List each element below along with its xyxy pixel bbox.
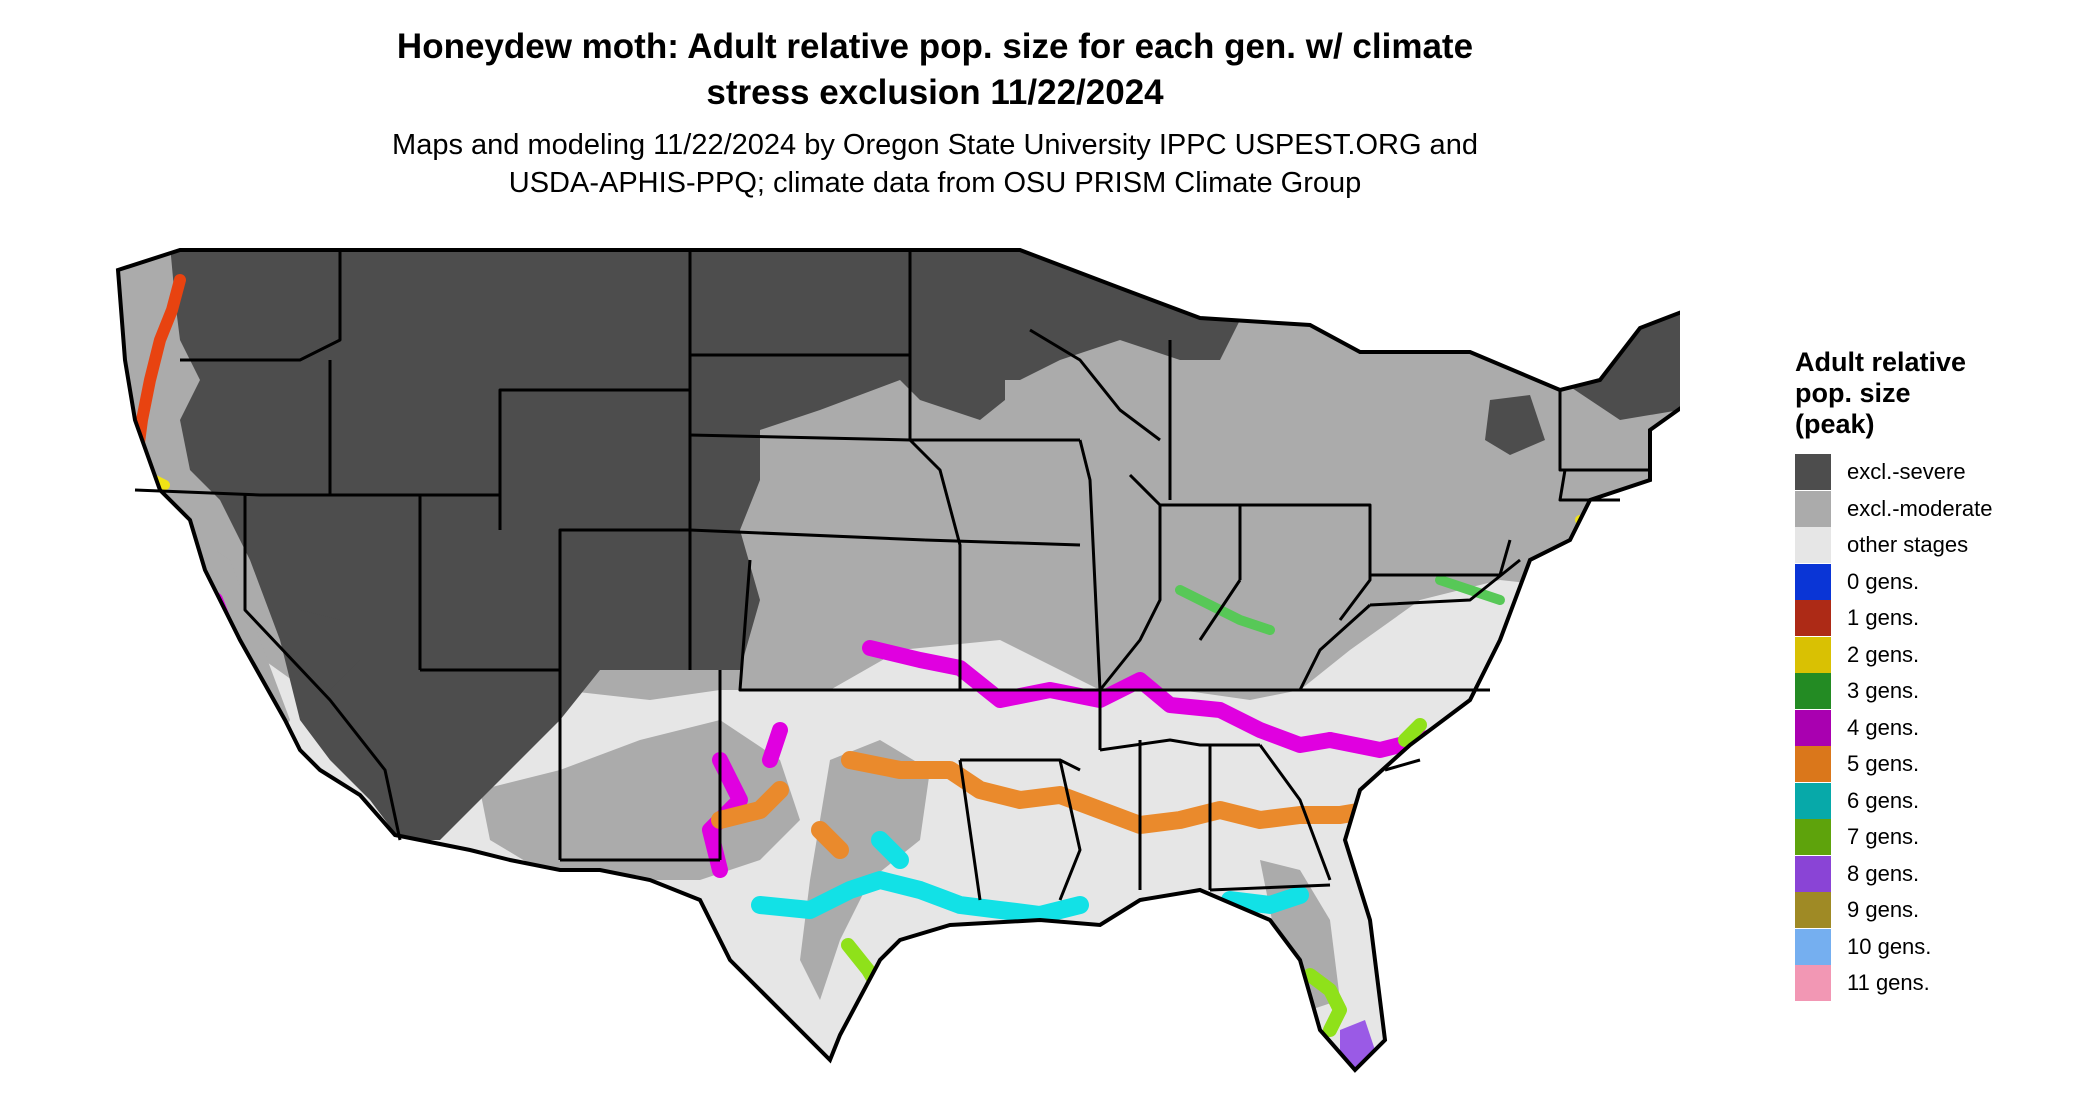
legend-item-8-gens: 8 gens.	[1795, 855, 2085, 893]
legend-label: 11 gens.	[1847, 970, 1930, 995]
legend-label: 4 gens.	[1847, 714, 1920, 740]
generation-band-6-gens-cyan	[751, 831, 1309, 924]
legend-label: 3 gens.	[1847, 678, 1920, 703]
legend-label: 9 gens.	[1847, 897, 1920, 922]
legend-swatch	[1795, 855, 1831, 892]
legend-item-4-gens: 4 gens.	[1795, 709, 2085, 747]
map-subtitle: Maps and modeling 11/22/2024 by Oregon S…	[0, 126, 1870, 202]
state-boundaries	[134, 250, 1650, 901]
map-fill-layers	[118, 250, 1680, 1070]
legend-label: other stages	[1847, 532, 1969, 557]
legend-label: 8 gens.	[1847, 860, 1920, 886]
legend-item-5-gens: 5 gens.	[1795, 746, 2085, 783]
legend-swatch	[1795, 746, 1831, 782]
legend-swatch	[1795, 527, 1831, 563]
legend-title-line-3: (peak)	[1795, 409, 1875, 439]
legend-label: 10 gens.	[1847, 933, 1932, 959]
legend-item-7-gens: 7 gens.	[1795, 819, 2085, 856]
map-title: Honeydew moth: Adult relative pop. size …	[0, 24, 1870, 116]
map-title-line-2: stress exclusion 11/22/2024	[706, 73, 1164, 112]
legend-label: 5 gens.	[1847, 751, 1920, 776]
legend-swatch	[1795, 636, 1831, 673]
legend-title: Adult relative pop. size (peak)	[1795, 347, 2085, 440]
legend-swatch	[1795, 819, 1831, 855]
legend-item-0-gens: 0 gens.	[1795, 563, 2085, 601]
legend-item-other-stages: other stages	[1795, 527, 2085, 564]
legend-label: 1 gens.	[1847, 605, 1920, 630]
legend-item-3-gens: 3 gens.	[1795, 673, 2085, 710]
legend-label: 0 gens.	[1847, 568, 1920, 594]
legend-swatch	[1795, 673, 1831, 709]
legend-item-6-gens: 6 gens.	[1795, 782, 2085, 820]
map-subtitle-line-1: Maps and modeling 11/22/2024 by Oregon S…	[392, 129, 1478, 161]
map-subtitle-line-2: USDA-APHIS-PPQ; climate data from OSU PR…	[508, 167, 1362, 199]
legend-swatch	[1795, 490, 1831, 527]
legend-swatch	[1795, 892, 1831, 928]
legend-item-excl-moderate: excl.-moderate	[1795, 490, 2085, 528]
map-title-line-1: Honeydew moth: Adult relative pop. size …	[396, 27, 1474, 66]
legend-swatch	[1795, 782, 1831, 819]
legend-item-2-gens: 2 gens.	[1795, 636, 2085, 674]
legend-label: excl.-moderate	[1847, 495, 1993, 521]
us-map	[116, 248, 1680, 1072]
legend-swatch	[1795, 928, 1831, 965]
legend-label: 7 gens.	[1847, 824, 1920, 849]
legend-item-11-gens: 11 gens.	[1795, 965, 2085, 1002]
legend-swatch	[1795, 965, 1831, 1001]
legend-label: 6 gens.	[1847, 787, 1920, 813]
legend-swatch	[1795, 709, 1831, 746]
legend: Adult relative pop. size (peak) excl.-se…	[1795, 347, 2085, 1002]
legend-title-line-2: pop. size	[1795, 378, 1911, 408]
legend-swatch	[1795, 600, 1831, 636]
legend-item-9-gens: 9 gens.	[1795, 892, 2085, 929]
legend-item-1-gens: 1 gens.	[1795, 600, 2085, 637]
generation-band-1-gens-red	[132, 274, 186, 456]
legend-item-excl-severe: excl.-severe	[1795, 454, 2085, 491]
legend-label: 2 gens.	[1847, 641, 1920, 667]
legend-item-10-gens: 10 gens.	[1795, 928, 2085, 966]
legend-title-line-1: Adult relative	[1795, 347, 1967, 377]
legend-swatch	[1795, 563, 1831, 600]
legend-label: excl.-severe	[1847, 459, 1966, 484]
legend-swatch	[1795, 454, 1831, 490]
